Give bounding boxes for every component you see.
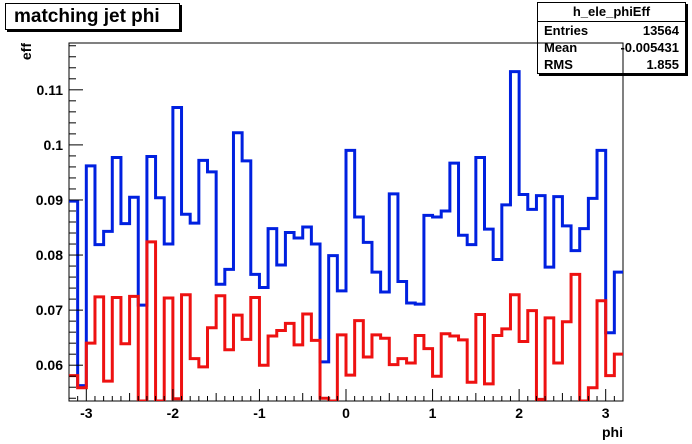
stats-row-rms: RMS 1.855 (538, 56, 685, 73)
y-tick-label: 0.09 (36, 192, 63, 208)
x-tick-label: -1 (253, 405, 266, 421)
series-line-2 (69, 240, 623, 401)
y-tick-label: 0.06 (36, 357, 63, 373)
x-tick-label: 2 (515, 405, 523, 421)
stats-box: h_ele_phiEff Entries 13564 Mean -0.00543… (537, 2, 686, 74)
stats-row-mean: Mean -0.005431 (538, 39, 685, 56)
y-tick-label: 0.11 (37, 82, 64, 98)
x-tick-label: 1 (429, 405, 437, 421)
stats-histogram-name: h_ele_phiEff (538, 3, 685, 22)
stats-rms-label: RMS (544, 57, 573, 72)
stats-mean-value: -0.005431 (620, 40, 679, 55)
plot-title: matching jet phi (5, 3, 180, 30)
x-tick-label: 3 (602, 405, 610, 421)
y-tick-label: 0.07 (36, 302, 63, 318)
x-tick-label: -2 (167, 405, 180, 421)
stats-entries-value: 13564 (642, 23, 679, 38)
x-axis-label: phi (602, 424, 623, 440)
stats-row-entries: Entries 13564 (538, 22, 685, 39)
y-tick-label: 0.1 (44, 137, 64, 153)
stats-rms-value: 1.855 (646, 57, 679, 72)
series-line-1 (69, 70, 623, 388)
x-tick-label: -3 (80, 405, 93, 421)
y-axis-label: eff (18, 43, 34, 60)
stats-entries-label: Entries (544, 23, 589, 38)
x-tick-label: 0 (342, 405, 350, 421)
y-tick-label: 0.08 (36, 247, 63, 263)
stats-mean-label: Mean (544, 40, 578, 55)
